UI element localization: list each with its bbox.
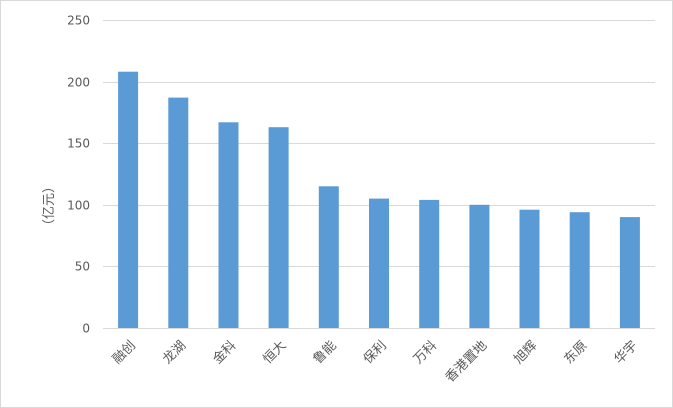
bar-11 bbox=[619, 217, 640, 328]
x-category-label: 华宇 bbox=[612, 338, 641, 367]
bar-7 bbox=[419, 199, 440, 328]
x-category-label: 鲁能 bbox=[311, 338, 340, 367]
bar-4 bbox=[268, 127, 289, 328]
x-category-label: 金科 bbox=[210, 338, 240, 368]
y-tick-label: 200 bbox=[67, 76, 90, 90]
x-axis-labels: 融创 龙湖 金科 恒大 鲁能 保利 万科 香港置地 旭辉 东原 华宇 bbox=[110, 338, 641, 386]
x-category-label: 龙湖 bbox=[160, 338, 189, 367]
x-category-label: 融创 bbox=[110, 338, 139, 367]
bars bbox=[118, 71, 640, 328]
bar-5 bbox=[318, 186, 339, 328]
y-axis-ticks: 0 50 100 150 200 250 bbox=[67, 14, 90, 336]
bar-3 bbox=[218, 122, 239, 328]
x-category-label: 香港置地 bbox=[443, 338, 490, 385]
bar-8 bbox=[469, 204, 490, 328]
x-category-label: 旭辉 bbox=[511, 338, 540, 367]
y-tick-label: 50 bbox=[75, 260, 90, 274]
y-tick-label: 150 bbox=[67, 137, 90, 151]
bar-1 bbox=[118, 71, 139, 328]
y-tick-label: 100 bbox=[67, 199, 90, 213]
x-category-label: 东原 bbox=[562, 338, 591, 367]
x-category-label: 万科 bbox=[411, 338, 440, 367]
bar-6 bbox=[369, 198, 389, 328]
y-tick-label: 250 bbox=[67, 14, 90, 28]
y-axis-title: （亿元） bbox=[42, 180, 57, 232]
bar-10 bbox=[569, 212, 590, 328]
y-tick-label: 0 bbox=[82, 322, 90, 336]
x-category-label: 恒大 bbox=[260, 338, 289, 367]
x-category-label: 保利 bbox=[361, 338, 390, 367]
bar-2 bbox=[168, 97, 189, 328]
bar-9 bbox=[519, 209, 540, 328]
